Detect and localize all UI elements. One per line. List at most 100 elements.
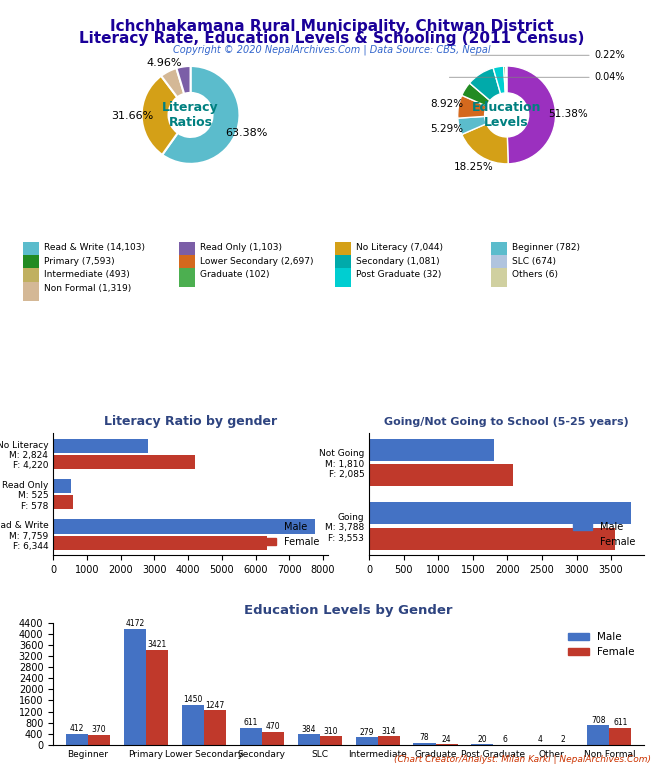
Text: 470: 470 [266,723,280,731]
Wedge shape [177,66,191,94]
Wedge shape [506,66,507,93]
FancyBboxPatch shape [491,268,507,287]
Text: 51.38%: 51.38% [548,109,588,119]
FancyBboxPatch shape [491,255,507,274]
Bar [240,728,262,745]
Text: 4.56%: 4.56% [0,767,1,768]
Wedge shape [507,66,556,164]
FancyBboxPatch shape [491,241,507,260]
Wedge shape [469,68,501,101]
Text: Read Only (1,103): Read Only (1,103) [200,243,282,253]
Bar [378,737,400,745]
Text: 20: 20 [477,735,487,744]
Text: Education
Levels: Education Levels [472,101,541,129]
Text: 6: 6 [502,735,507,744]
Text: 1247: 1247 [205,700,224,710]
Text: 412: 412 [70,724,84,733]
Text: Post Graduate (32): Post Graduate (32) [356,270,441,280]
Text: 8.92%: 8.92% [430,99,463,109]
Text: Copyright © 2020 NepalArchives.Com | Data Source: CBS, Nepal: Copyright © 2020 NepalArchives.Com | Dat… [173,45,491,55]
FancyBboxPatch shape [23,268,39,287]
Bar [319,737,342,745]
Wedge shape [161,68,184,98]
Text: 279: 279 [359,727,374,737]
Text: Others (6): Others (6) [512,270,558,280]
Text: 4172: 4172 [125,620,145,628]
Wedge shape [503,66,506,93]
Bar [414,743,436,745]
Text: Literacy
Ratios: Literacy Ratios [162,101,219,129]
Text: (Chart Creator/Analyst: Milan Karki | NepalArchives.Com): (Chart Creator/Analyst: Milan Karki | Ne… [394,755,651,764]
Text: Non Formal (1,319): Non Formal (1,319) [44,284,131,293]
Text: 708: 708 [591,716,606,725]
Text: 2: 2 [560,735,565,744]
FancyBboxPatch shape [179,268,195,287]
Text: 0.69%: 0.69% [0,767,1,768]
Bar [146,650,168,745]
Bar [369,464,513,486]
Text: 370: 370 [92,725,106,734]
Text: 611: 611 [613,718,627,727]
Text: 611: 611 [244,718,258,727]
Text: Graduate (102): Graduate (102) [200,270,269,280]
FancyBboxPatch shape [335,255,351,274]
Bar [297,734,319,745]
FancyBboxPatch shape [23,255,39,274]
Wedge shape [162,66,240,164]
Bar [355,737,378,745]
Bar [182,705,204,745]
Text: 384: 384 [301,725,316,733]
Text: 4: 4 [538,735,542,744]
Text: Lower Secondary (2,697): Lower Secondary (2,697) [200,257,313,266]
Bar [369,439,494,461]
Text: No Literacy (7,044): No Literacy (7,044) [356,243,443,253]
Bar [53,439,148,452]
Text: 5.29%: 5.29% [431,124,463,134]
Text: 0.04%: 0.04% [450,72,625,82]
Text: 4.96%: 4.96% [146,58,182,68]
FancyBboxPatch shape [179,255,195,274]
Text: 0.22%: 0.22% [471,50,625,60]
Text: 3421: 3421 [147,641,167,649]
Wedge shape [141,76,178,155]
Legend: Male, Female: Male, Female [569,518,639,551]
FancyBboxPatch shape [23,282,39,301]
Text: 63.38%: 63.38% [225,127,268,137]
Text: 7.31%: 7.31% [0,767,1,768]
Bar [66,733,88,745]
Legend: Male, Female: Male, Female [564,627,639,661]
Bar [53,519,315,534]
Text: Secondary (1,081): Secondary (1,081) [356,257,440,266]
Bar [204,710,226,745]
Wedge shape [457,117,487,134]
Title: Education Levels by Gender: Education Levels by Gender [244,604,453,617]
Wedge shape [461,83,490,106]
Text: 3.34%: 3.34% [0,767,1,768]
Text: 24: 24 [442,735,452,743]
FancyBboxPatch shape [179,241,195,260]
Text: 78: 78 [420,733,430,742]
Bar [53,479,71,493]
Text: Ichchhakamana Rural Municipality, Chitwan District: Ichchhakamana Rural Municipality, Chitwa… [110,19,554,35]
Text: SLC (674): SLC (674) [512,257,556,266]
Text: 18.25%: 18.25% [454,161,494,171]
Text: Read & Write (14,103): Read & Write (14,103) [44,243,145,253]
Text: Literacy Rate, Education Levels & Schooling (2011 Census): Literacy Rate, Education Levels & School… [79,31,585,46]
Text: Primary (7,593): Primary (7,593) [44,257,114,266]
Bar [88,735,110,745]
Text: 31.66%: 31.66% [111,111,153,121]
Text: 310: 310 [323,727,338,736]
Wedge shape [493,66,505,94]
Text: Intermediate (493): Intermediate (493) [44,270,129,280]
FancyBboxPatch shape [335,241,351,260]
Bar [262,732,284,745]
Text: Beginner (782): Beginner (782) [512,243,580,253]
Bar [53,455,195,469]
Bar [587,725,610,745]
Bar [369,502,631,525]
Bar [124,629,146,745]
Bar [610,728,631,745]
Legend: Male, Female: Male, Female [253,518,323,551]
Title: Going/Not Going to School (5-25 years): Going/Not Going to School (5-25 years) [384,417,629,427]
Text: 314: 314 [381,727,396,736]
